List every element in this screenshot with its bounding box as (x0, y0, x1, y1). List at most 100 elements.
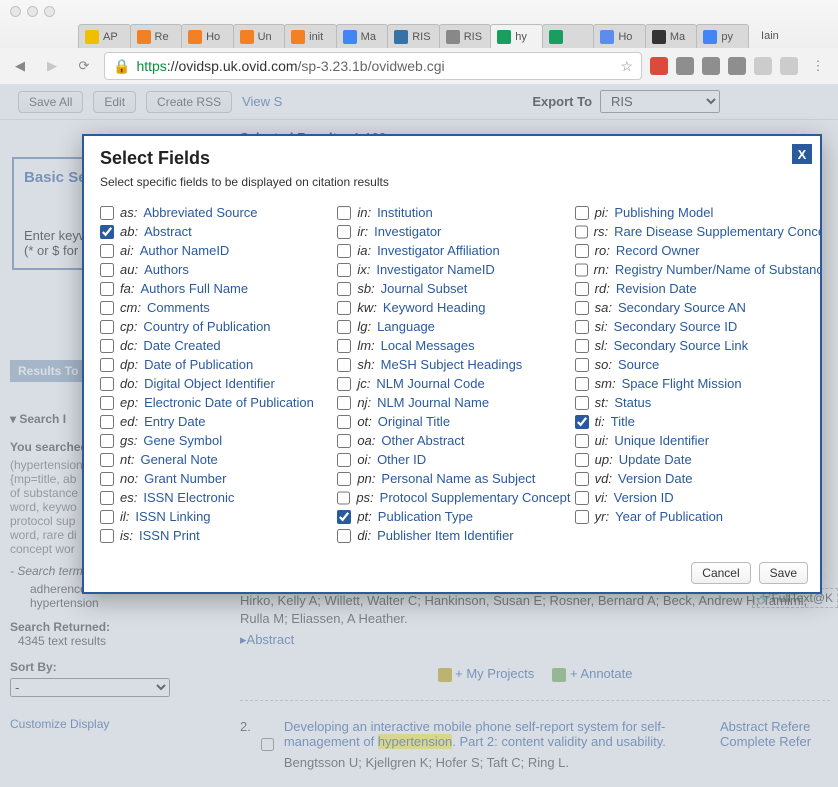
field-label-link[interactable]: Secondary Source Link (614, 338, 748, 353)
field-label-link[interactable]: Other ID (377, 452, 426, 467)
field-row-is[interactable]: is: ISSN Print (100, 526, 329, 545)
field-checkbox[interactable] (100, 396, 114, 410)
field-row-sh[interactable]: sh: MeSH Subject Headings (337, 355, 566, 374)
url-box[interactable]: 🔒 https ://ovidsp.uk.ovid.com /sp-3.23.1… (104, 52, 642, 80)
window-max-dot[interactable] (44, 6, 55, 17)
field-label-link[interactable]: Local Messages (381, 338, 475, 353)
field-label-link[interactable]: Version Date (618, 471, 692, 486)
browser-tab[interactable]: Un (233, 24, 286, 48)
field-checkbox[interactable] (337, 510, 351, 524)
field-row-sb[interactable]: sb: Journal Subset (337, 279, 566, 298)
field-row-as[interactable]: as: Abbreviated Source (100, 203, 329, 222)
field-row-rd[interactable]: rd: Revision Date (575, 279, 804, 298)
field-label-link[interactable]: Secondary Source AN (618, 300, 746, 315)
field-label-link[interactable]: Abstract (144, 224, 192, 239)
field-label-link[interactable]: Keyword Heading (383, 300, 486, 315)
cancel-button[interactable]: Cancel (691, 562, 750, 584)
field-label-link[interactable]: Entry Date (144, 414, 205, 429)
field-checkbox[interactable] (575, 206, 589, 220)
field-label-link[interactable]: Source (618, 357, 659, 372)
field-label-link[interactable]: Title (611, 414, 635, 429)
field-checkbox[interactable] (575, 301, 589, 315)
browser-tab[interactable]: Ho (593, 24, 646, 48)
field-checkbox[interactable] (337, 244, 351, 258)
field-checkbox[interactable] (100, 320, 114, 334)
field-row-sm[interactable]: sm: Space Flight Mission (575, 374, 804, 393)
field-label-link[interactable]: NLM Journal Name (377, 395, 489, 410)
field-checkbox[interactable] (337, 396, 351, 410)
field-label-link[interactable]: Country of Publication (143, 319, 270, 334)
field-checkbox[interactable] (575, 244, 589, 258)
field-label-link[interactable]: Language (377, 319, 435, 334)
browser-tab[interactable]: hy (490, 24, 543, 48)
field-label-link[interactable]: Revision Date (616, 281, 697, 296)
field-checkbox[interactable] (100, 206, 114, 220)
browser-tab[interactable] (542, 24, 595, 48)
field-label-link[interactable]: Electronic Date of Publication (144, 395, 314, 410)
field-row-ia[interactable]: ia: Investigator Affiliation (337, 241, 566, 260)
field-row-rs[interactable]: rs: Rare Disease Supplementary Concept (575, 222, 804, 241)
field-checkbox[interactable] (100, 434, 114, 448)
field-row-ir[interactable]: ir: Investigator (337, 222, 566, 241)
field-label-link[interactable]: Gene Symbol (143, 433, 222, 448)
field-checkbox[interactable] (100, 529, 114, 543)
field-checkbox[interactable] (575, 396, 589, 410)
field-label-link[interactable]: Author NameID (140, 243, 230, 258)
browser-tab[interactable]: py (696, 24, 749, 48)
field-row-ro[interactable]: ro: Record Owner (575, 241, 804, 260)
field-checkbox[interactable] (575, 453, 589, 467)
field-checkbox[interactable] (337, 491, 350, 505)
field-checkbox[interactable] (337, 434, 351, 448)
field-checkbox[interactable] (337, 301, 351, 315)
field-checkbox[interactable] (100, 453, 114, 467)
field-row-ep[interactable]: ep: Electronic Date of Publication (100, 393, 329, 412)
field-checkbox[interactable] (100, 491, 114, 505)
field-label-link[interactable]: Other Abstract (381, 433, 464, 448)
field-row-si[interactable]: si: Secondary Source ID (575, 317, 804, 336)
field-label-link[interactable]: Publication Type (378, 509, 473, 524)
field-label-link[interactable]: NLM Journal Code (376, 376, 484, 391)
field-row-do[interactable]: do: Digital Object Identifier (100, 374, 329, 393)
field-checkbox[interactable] (100, 415, 114, 429)
field-row-es[interactable]: es: ISSN Electronic (100, 488, 329, 507)
close-button[interactable]: X (792, 144, 812, 164)
field-checkbox[interactable] (100, 510, 114, 524)
field-row-pt[interactable]: pt: Publication Type (337, 507, 566, 526)
save-button[interactable]: Save (759, 562, 808, 584)
browser-tab[interactable]: Ho (181, 24, 234, 48)
browser-tab[interactable]: RIS (387, 24, 440, 48)
field-checkbox[interactable] (100, 358, 114, 372)
profile-button[interactable]: Iain (752, 24, 788, 48)
field-row-lm[interactable]: lm: Local Messages (337, 336, 566, 355)
field-row-di[interactable]: di: Publisher Item Identifier (337, 526, 566, 545)
field-checkbox[interactable] (100, 472, 114, 486)
field-row-cm[interactable]: cm: Comments (100, 298, 329, 317)
field-checkbox[interactable] (100, 377, 114, 391)
reload-button[interactable]: ⟳ (72, 54, 96, 78)
field-row-rn[interactable]: rn: Registry Number/Name of Substance (575, 260, 804, 279)
field-checkbox[interactable] (575, 491, 589, 505)
extension-icon[interactable] (780, 57, 798, 75)
field-row-vd[interactable]: vd: Version Date (575, 469, 804, 488)
field-label-link[interactable]: Date of Publication (144, 357, 253, 372)
field-row-jc[interactable]: jc: NLM Journal Code (337, 374, 566, 393)
field-checkbox[interactable] (575, 320, 589, 334)
field-checkbox[interactable] (337, 529, 351, 543)
field-label-link[interactable]: Publishing Model (614, 205, 713, 220)
field-label-link[interactable]: Grant Number (144, 471, 226, 486)
field-row-st[interactable]: st: Status (575, 393, 804, 412)
field-row-cp[interactable]: cp: Country of Publication (100, 317, 329, 336)
field-row-ai[interactable]: ai: Author NameID (100, 241, 329, 260)
field-row-in[interactable]: in: Institution (337, 203, 566, 222)
field-label-link[interactable]: Space Flight Mission (622, 376, 742, 391)
extension-icon[interactable] (650, 57, 668, 75)
back-button[interactable]: ◀ (8, 54, 32, 78)
field-label-link[interactable]: Personal Name as Subject (381, 471, 535, 486)
field-label-link[interactable]: Update Date (619, 452, 692, 467)
field-checkbox[interactable] (337, 225, 351, 239)
field-label-link[interactable]: Status (614, 395, 651, 410)
field-row-lg[interactable]: lg: Language (337, 317, 566, 336)
field-row-pn[interactable]: pn: Personal Name as Subject (337, 469, 566, 488)
field-label-link[interactable]: Authors (144, 262, 189, 277)
field-label-link[interactable]: ISSN Linking (135, 509, 210, 524)
